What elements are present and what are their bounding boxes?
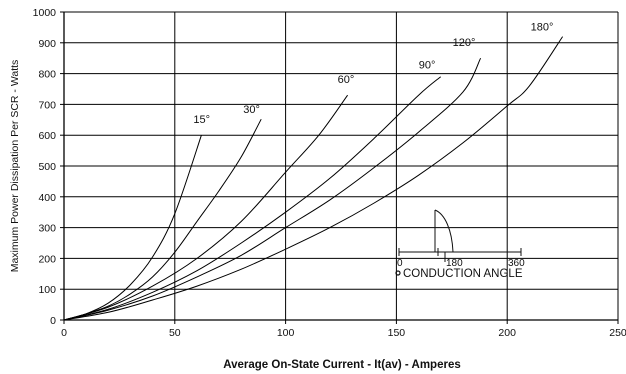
series-label-30deg: 30° <box>243 104 260 116</box>
series-line-30deg <box>63 118 262 321</box>
y-tick-label: 900 <box>38 38 56 50</box>
series-label-60deg: 60° <box>338 74 355 86</box>
series-label-120deg: 120° <box>453 37 476 49</box>
x-tick-label: 150 <box>388 327 406 339</box>
series-line-90deg <box>63 76 442 321</box>
y-tick-label: 300 <box>38 223 56 235</box>
inset-label-180: 180 <box>446 258 463 269</box>
x-tick-label: 100 <box>277 327 295 339</box>
inset-bullet-icon <box>395 270 401 276</box>
y-tick-label: 800 <box>38 69 56 81</box>
y-tick-label: 0 <box>50 315 56 327</box>
y-tick-label: 600 <box>38 130 56 142</box>
x-tick-label: 50 <box>169 327 181 339</box>
inset-label-0: 0 <box>397 258 403 269</box>
y-tick-label: 200 <box>38 253 56 265</box>
x-axis-label: Average On-State Current - It(av) - Ampe… <box>223 359 461 371</box>
inset-label-360: 360 <box>508 258 525 269</box>
series-label-90deg: 90° <box>419 60 436 72</box>
y-tick-label: 100 <box>38 284 56 296</box>
conduction-angle-inset: 0 180 360 CONDUCTION ANGLE <box>395 209 525 280</box>
x-tick-label: 200 <box>498 327 516 339</box>
ticks: 0 50 100 150 200 250 0 100 200 300 400 500 600 700 800… <box>33 7 626 339</box>
grid <box>64 11 619 320</box>
y-axis-label: Maximum Power Dissipation Per SCR - Watt… <box>9 60 21 273</box>
curves <box>63 36 564 321</box>
series-label-15deg: 15° <box>193 114 210 126</box>
y-tick-label: 700 <box>38 99 56 111</box>
y-tick-label: 400 <box>38 192 56 204</box>
inset-waveform <box>434 209 454 253</box>
series-line-60deg <box>63 94 349 321</box>
y-tick-label: 500 <box>38 161 56 173</box>
y-tick-label: 1000 <box>33 7 57 19</box>
series-line-120deg <box>63 57 482 321</box>
inset-title: CONDUCTION ANGLE <box>403 268 523 280</box>
series-line-180deg <box>63 36 564 321</box>
series-label-180deg: 180° <box>531 22 554 34</box>
x-tick-label: 250 <box>609 327 626 339</box>
x-tick-label: 0 <box>61 327 67 339</box>
curve-labels: 15° 30° 60° 90° 120° 180° <box>193 22 553 127</box>
